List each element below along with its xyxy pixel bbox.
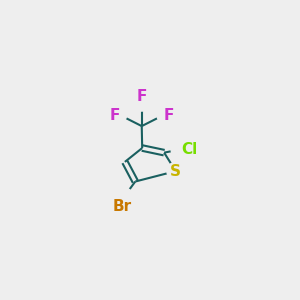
Circle shape [157,108,171,122]
Text: S: S [170,164,181,178]
Circle shape [111,187,134,210]
Circle shape [135,97,149,111]
Circle shape [113,108,127,122]
Circle shape [167,162,184,180]
Text: Br: Br [113,199,132,214]
Circle shape [171,139,192,160]
Text: F: F [136,89,147,104]
Text: F: F [110,107,120,122]
Text: F: F [164,107,174,122]
Text: Cl: Cl [182,142,198,157]
